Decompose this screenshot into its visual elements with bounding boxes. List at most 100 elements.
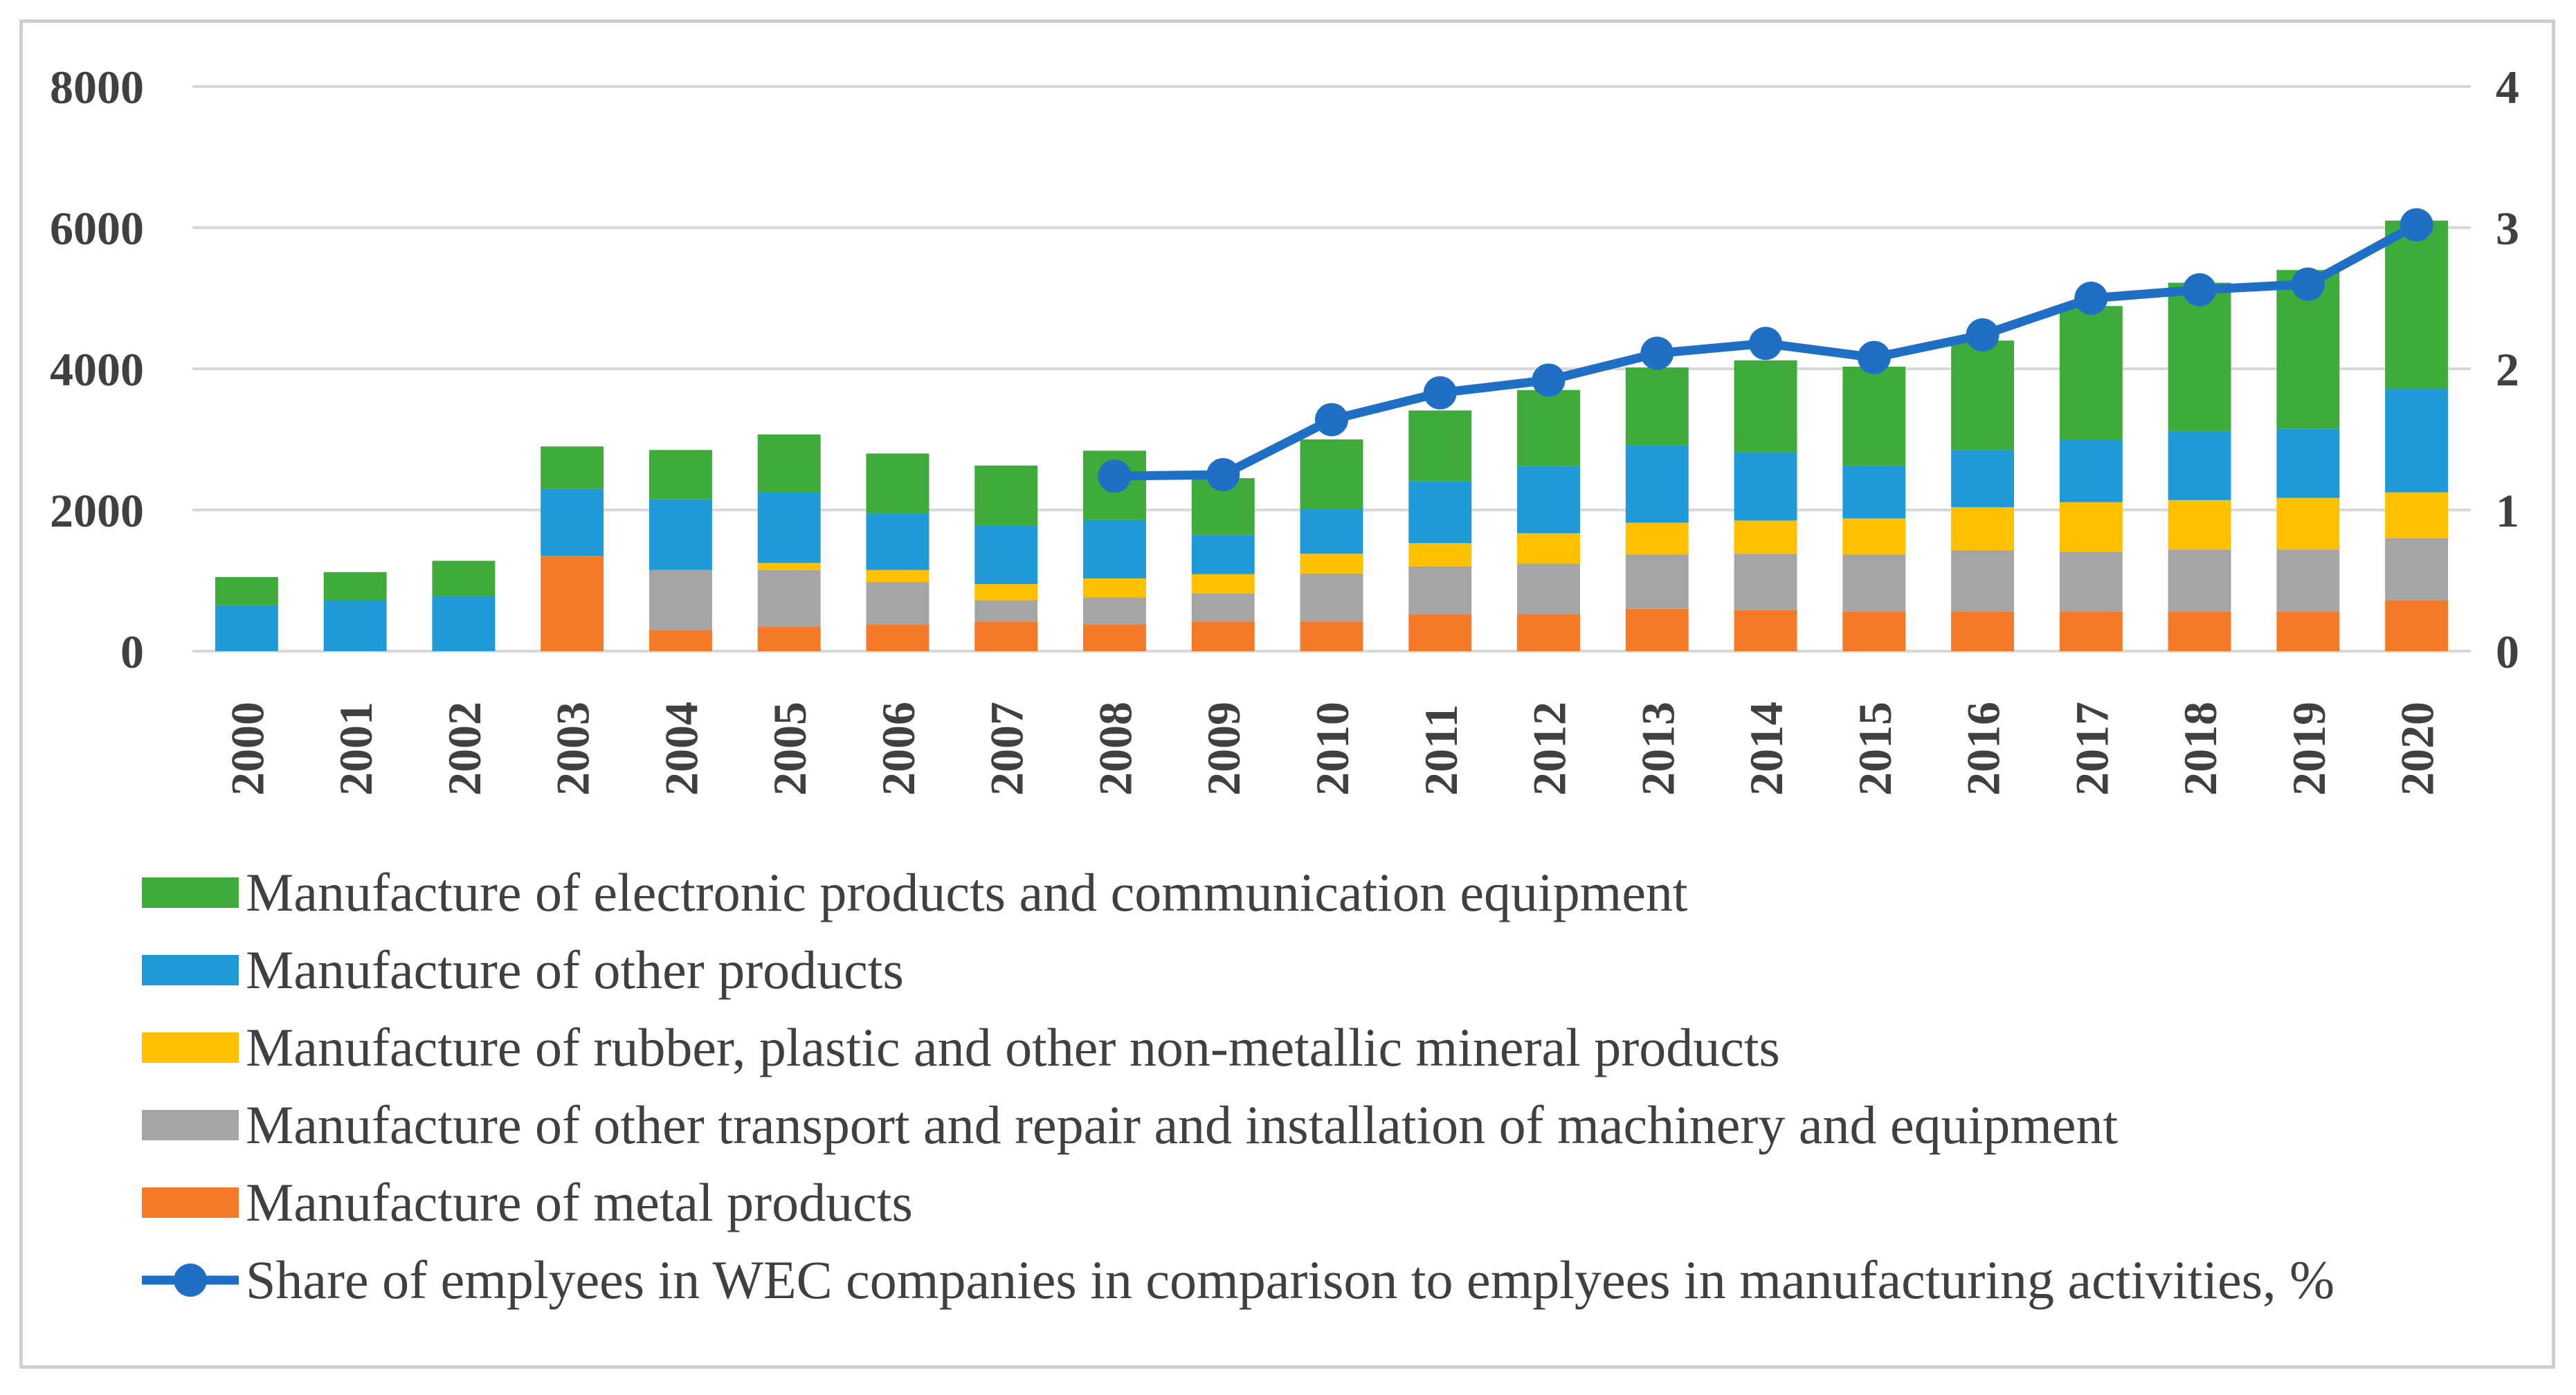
- bar-segment: [2276, 498, 2340, 550]
- bar-segment: [1842, 611, 1906, 651]
- x-tick-label: 2011: [1415, 704, 1467, 796]
- y-tick-label: 8000: [50, 61, 144, 113]
- bar-segment: [1408, 481, 1472, 543]
- bar-segment: [1951, 611, 2015, 651]
- bar-segment: [1734, 360, 1797, 453]
- x-tick-label: 2002: [438, 702, 491, 796]
- bar-segment: [974, 465, 1038, 526]
- bar-segment: [648, 630, 712, 651]
- legend-label: Manufacture of metal products: [246, 1172, 913, 1232]
- bar-segment: [215, 576, 278, 605]
- bar-segment: [974, 621, 1038, 651]
- bar-segment: [2385, 538, 2449, 601]
- bar-segment: [541, 556, 604, 651]
- share-line-point: [1749, 327, 1783, 361]
- bar-segment: [2168, 549, 2231, 612]
- bar-segment: [757, 626, 821, 651]
- bar-segment: [1083, 578, 1146, 598]
- x-tick-label: 2006: [872, 702, 925, 796]
- bar-segment: [1842, 518, 1906, 555]
- bar-segment: [1842, 465, 1906, 519]
- bar-segment: [866, 582, 929, 625]
- bar-segment: [1842, 554, 1906, 612]
- bar-segment: [974, 584, 1038, 601]
- bar-segment: [2168, 611, 2231, 651]
- bar-segment: [1083, 597, 1146, 625]
- bar-segment: [1951, 340, 2015, 450]
- bar-segment: [2059, 440, 2123, 502]
- x-tick-label: 2009: [1197, 702, 1250, 796]
- legend-label: Manufacture of electronic products and c…: [246, 862, 1688, 922]
- bar-segment: [1408, 566, 1472, 614]
- bar-segment: [1300, 554, 1363, 574]
- bar-segment: [2385, 492, 2449, 538]
- bar-segment: [1517, 390, 1580, 466]
- bar-segment: [1300, 439, 1363, 509]
- y2-tick-label: 2: [2496, 343, 2519, 396]
- share-line-point: [1423, 376, 1457, 410]
- bar-segment: [2276, 611, 2340, 651]
- bar-segment: [1191, 534, 1255, 574]
- bar-segment: [974, 600, 1038, 622]
- bar-segment: [1842, 366, 1906, 466]
- bar-segment: [1951, 507, 2015, 551]
- bar-segment: [1191, 574, 1255, 594]
- bar-segment: [1517, 563, 1580, 614]
- bar-segment: [648, 569, 712, 630]
- legend-swatch: [142, 1110, 239, 1140]
- legend-swatch: [142, 955, 239, 985]
- bar-segment: [1625, 608, 1689, 651]
- bar-segment: [1734, 452, 1797, 521]
- share-line-point: [2400, 208, 2433, 241]
- x-tick-label: 2005: [763, 702, 816, 796]
- bar-segment: [541, 446, 604, 489]
- bar-segment: [1951, 550, 2015, 612]
- bar-segment: [1625, 445, 1689, 523]
- x-tick-label: 2003: [547, 702, 599, 796]
- bar-segment: [648, 450, 712, 500]
- x-tick-label: 2000: [221, 702, 273, 796]
- bar-segment: [2385, 388, 2449, 493]
- bar-segment: [757, 434, 821, 493]
- x-tick-label: 2004: [655, 702, 707, 796]
- legend: Manufacture of electronic products and c…: [142, 862, 2334, 1310]
- bar-segment: [1408, 614, 1472, 651]
- bar-segment: [2385, 220, 2449, 389]
- bar-segment: [1951, 450, 2015, 507]
- legend-label: Share of emplyees in WEC companies in co…: [246, 1250, 2334, 1310]
- x-tick-label: 2015: [1849, 702, 1901, 796]
- bar-segment: [2059, 611, 2123, 651]
- x-tick-label: 2007: [981, 702, 1033, 796]
- bar-segment: [323, 572, 387, 601]
- bars: [215, 220, 2449, 651]
- bar-segment: [1734, 554, 1797, 610]
- bar-segment: [648, 499, 712, 570]
- bar-segment: [1300, 509, 1363, 554]
- bar-segment: [866, 453, 929, 514]
- bar-segment: [2059, 306, 2123, 441]
- bar-segment: [974, 525, 1038, 585]
- bar-segment: [757, 569, 821, 627]
- x-tick-label: 2010: [1306, 702, 1359, 796]
- y2-tick-label: 1: [2496, 484, 2519, 537]
- bar-segment: [1517, 614, 1580, 651]
- x-tick-label: 2001: [329, 702, 382, 796]
- bar-segment: [866, 624, 929, 651]
- share-line-point: [1315, 403, 1348, 437]
- bar-segment: [1517, 466, 1580, 534]
- bar-segment: [2385, 600, 2449, 651]
- bar-segment: [866, 513, 929, 570]
- bar-segment: [1300, 621, 1363, 651]
- bar-segment: [757, 563, 821, 570]
- bar-segment: [1191, 593, 1255, 622]
- bar-segment: [323, 600, 387, 651]
- share-line-point: [2291, 267, 2325, 301]
- x-tick-label: 2018: [2174, 702, 2226, 796]
- share-line-point: [2074, 282, 2108, 315]
- share-line-point: [1206, 458, 1240, 491]
- bar-segment: [1734, 520, 1797, 554]
- axes: 0 2000 4000 6000 8000 0 1 2 3 4 2000 2001 2002 2003 20…: [50, 61, 2519, 796]
- bar-segment: [866, 569, 929, 583]
- share-line-point: [1532, 363, 1566, 397]
- bar-segment: [1191, 621, 1255, 651]
